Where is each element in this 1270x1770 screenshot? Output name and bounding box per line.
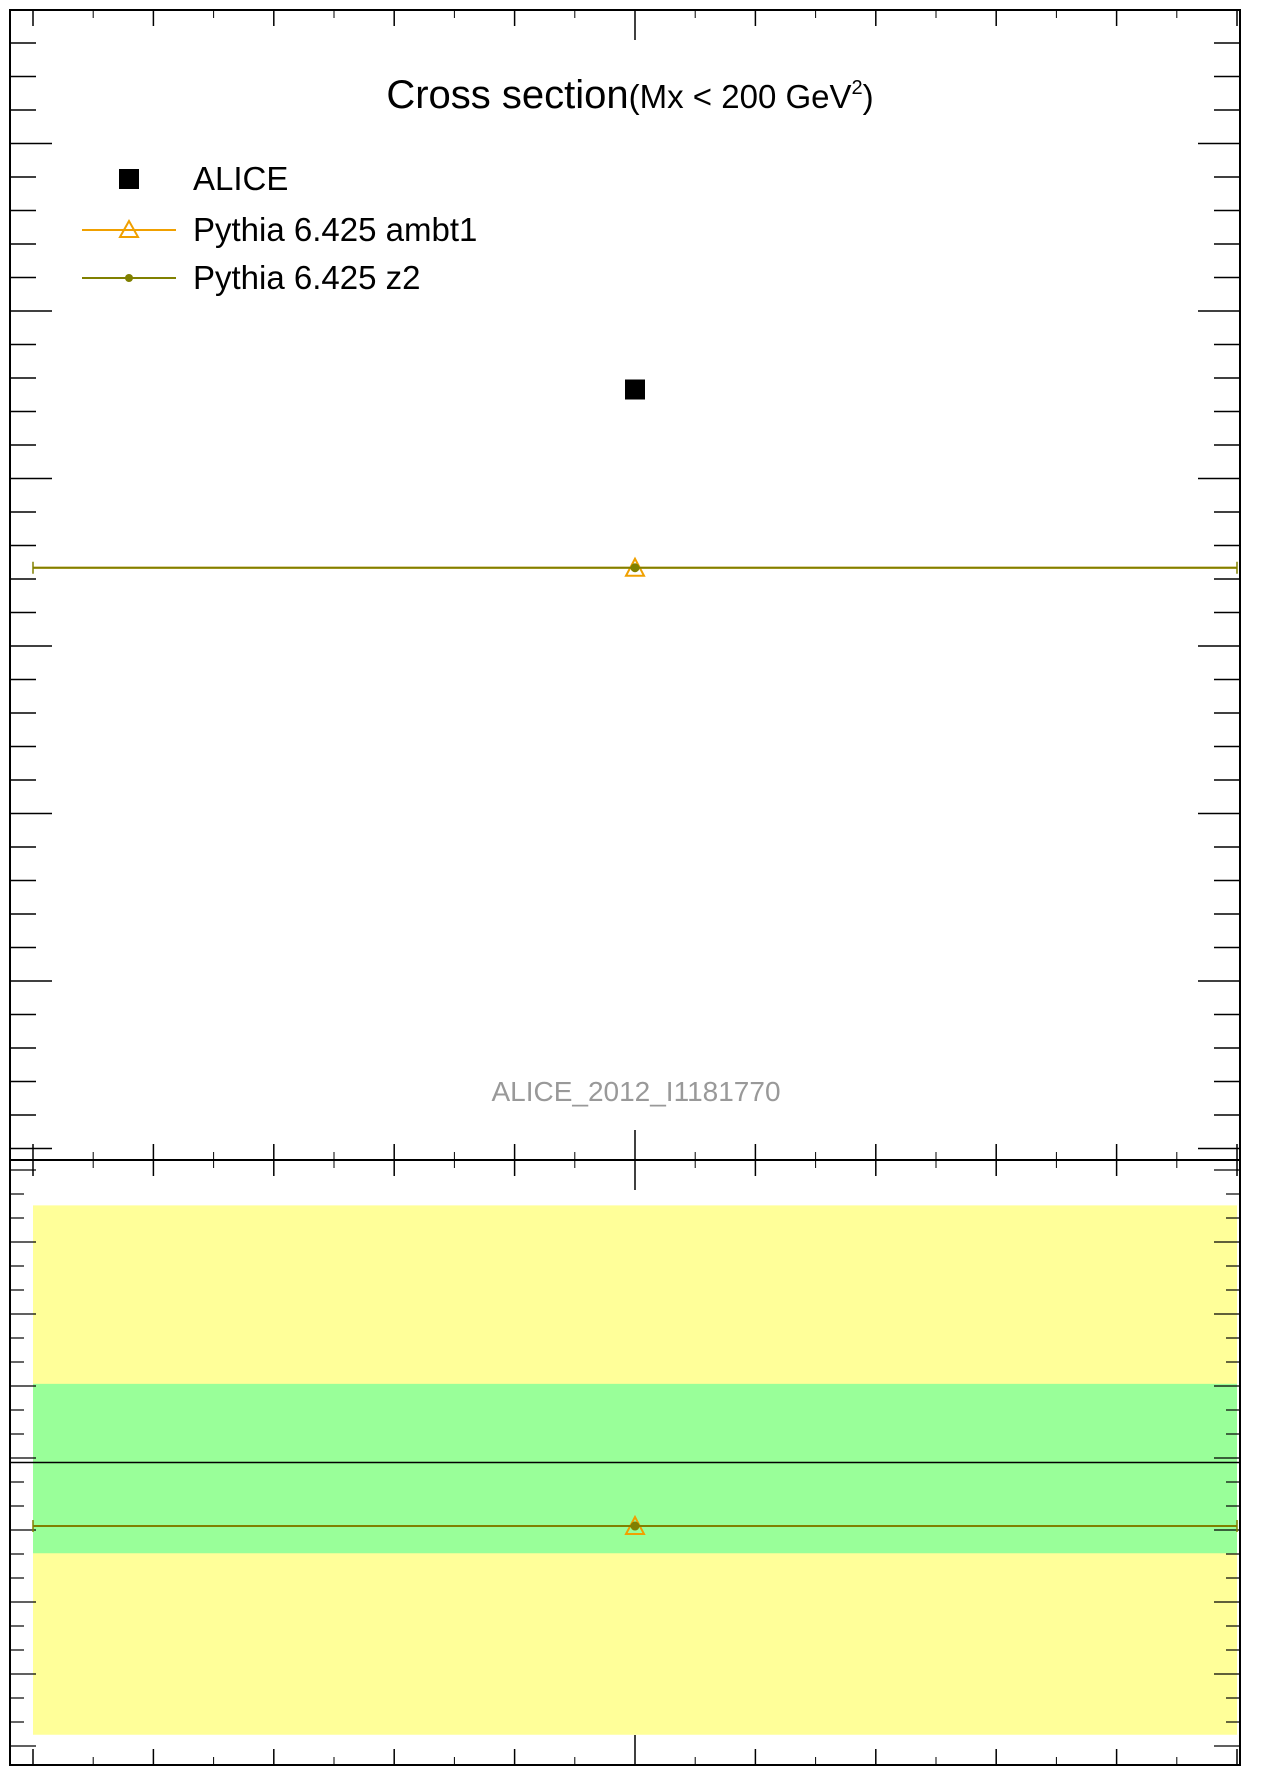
main-data-marks [32, 379, 1238, 577]
ratio-bands [33, 1205, 1237, 1735]
legend-label-alice: ALICE [193, 160, 288, 197]
ratio-frame-rect [9, 1159, 1241, 1766]
main-panel-ticks [10, 10, 1240, 1160]
legend-ambt1-marker [118, 218, 140, 238]
legend-alice-marker [119, 169, 139, 189]
legend-label-ambt1: Pythia 6.425 ambt1 [193, 211, 477, 248]
chart-title: Cross section(Mx < 200 GeV2) [386, 73, 873, 117]
analysis-watermark: ALICE_2012_I1181770 [491, 1076, 780, 1107]
alice-data-point [625, 379, 645, 400]
ratio-panel-ticks [10, 1160, 1240, 1765]
ratio-panel-frame [9, 1159, 1241, 1766]
legend-label-z2: Pythia 6.425 z2 [193, 259, 421, 296]
legend-z2-marker [125, 274, 133, 282]
ratio-data-marks [32, 1514, 1238, 1536]
ratio-z2-point [630, 1521, 640, 1531]
z2-data-point [630, 563, 640, 573]
legend: ALICE Pythia 6.425 ambt1 Pythia 6.425 z2 [82, 160, 477, 296]
